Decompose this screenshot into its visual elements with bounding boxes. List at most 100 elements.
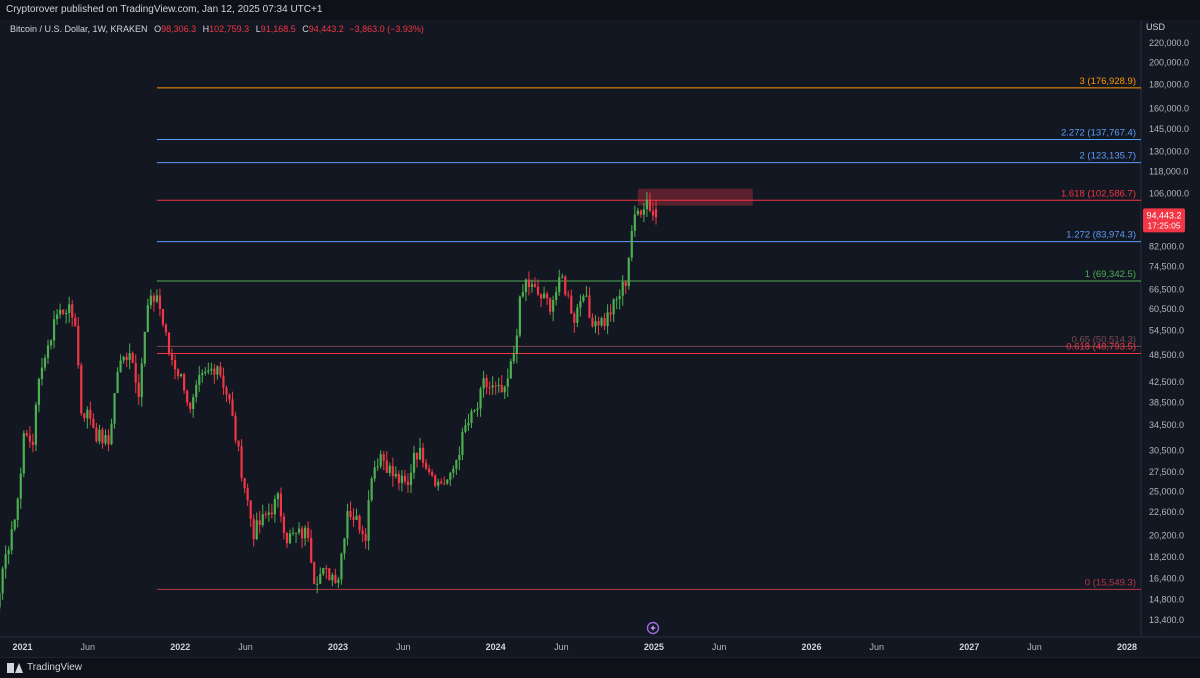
candle-body xyxy=(152,295,155,302)
candle-body xyxy=(482,378,485,389)
candle-body xyxy=(488,387,491,389)
candle-body xyxy=(68,304,71,314)
symbol-legend[interactable]: Bitcoin / U.S. Dollar, 1W, KRAKEN O98,30… xyxy=(10,24,424,34)
price-axis[interactable]: 220,000.0 200,000.0 180,000.0 160,000.0 145,… xyxy=(1149,38,1189,625)
candle-body xyxy=(521,292,525,297)
candle-body xyxy=(579,301,582,308)
price-tick-label: 27,500.0 xyxy=(1149,467,1184,477)
candle-body xyxy=(225,387,228,395)
candle-body xyxy=(297,528,301,533)
candle-body xyxy=(373,467,376,479)
candle-body xyxy=(40,367,44,379)
currency-label[interactable]: USD xyxy=(1146,22,1166,32)
candle-body xyxy=(1,568,4,594)
price-tick-label: 34,500.0 xyxy=(1149,420,1184,430)
time-axis[interactable]: Jun 2021 Jun 2022 Jun 2023 Jun 2024 Jun 2025 Jun 20… xyxy=(0,642,1137,652)
candle-body xyxy=(264,514,267,516)
resistance-zone[interactable] xyxy=(637,188,753,206)
candle-body xyxy=(186,390,189,403)
candle-body xyxy=(470,411,473,423)
candle-body xyxy=(234,415,237,441)
price-tick-label: 74,500.0 xyxy=(1149,261,1184,271)
time-tick-label: 2023 xyxy=(328,642,348,652)
candle-body xyxy=(31,441,34,445)
candle-body xyxy=(328,568,331,581)
candle-body xyxy=(195,384,198,398)
candle-body xyxy=(425,462,428,469)
candle-body xyxy=(352,517,355,520)
candle-body xyxy=(237,440,240,447)
candle-body xyxy=(536,286,540,295)
candle-body xyxy=(376,466,379,468)
candle-body xyxy=(216,366,219,375)
candle-body xyxy=(267,512,270,515)
candle-body xyxy=(385,460,388,473)
fib-level-label: 1.618 (102,586.7) xyxy=(1061,188,1136,199)
candle-body xyxy=(125,356,128,361)
candle-body xyxy=(609,312,612,315)
time-tick-label: 2024 xyxy=(486,642,506,652)
price-tick-label: 22,600.0 xyxy=(1149,507,1184,517)
candle-body xyxy=(158,295,162,310)
candle-body xyxy=(300,528,304,539)
event-marker-layer[interactable] xyxy=(646,621,660,635)
price-tick-label: 42,500.0 xyxy=(1149,377,1184,387)
candle-body xyxy=(74,317,77,326)
tradingview-logo[interactable]: TradingView xyxy=(7,662,82,673)
publish-bar: Cryptorover published on TradingView.com… xyxy=(0,0,1200,21)
fib-level-label: 1 (69,342.5) xyxy=(1085,269,1136,280)
candle-body xyxy=(222,375,225,388)
candle-body xyxy=(7,550,10,555)
candle-body xyxy=(95,427,98,442)
time-tick-label: Jun xyxy=(396,642,411,652)
chart-area[interactable]: 3 (176,928.9) 2.272 (137,767.4) 2 (123,135… xyxy=(0,20,1200,660)
candle-body xyxy=(621,281,624,296)
candle-body xyxy=(161,309,165,325)
candle-body xyxy=(343,538,346,554)
candle-body xyxy=(633,214,636,231)
time-tick-label: 2026 xyxy=(802,642,822,652)
time-tick-label: 2022 xyxy=(170,642,190,652)
candle-body xyxy=(391,465,394,477)
price-tick-label: 25,000.0 xyxy=(1149,486,1184,496)
price-tick-label: 200,000.0 xyxy=(1149,58,1189,68)
candle-body xyxy=(542,293,546,299)
candle-body xyxy=(415,452,419,460)
candle-body xyxy=(388,465,391,473)
time-tick-label: Jun xyxy=(1027,642,1042,652)
candle-body xyxy=(92,418,95,428)
candle-body xyxy=(310,537,313,563)
time-tick-label: Jun xyxy=(238,642,253,652)
candle-body xyxy=(192,397,195,410)
candle-body xyxy=(506,378,509,387)
candle-body xyxy=(122,356,125,361)
candle-body xyxy=(34,404,38,445)
candle-body xyxy=(98,429,101,442)
candle-body xyxy=(382,454,385,461)
price-tick-label: 16,400.0 xyxy=(1149,573,1184,583)
resistance-zone-layer xyxy=(637,188,753,206)
fib-level-label: 0.618 (48,793.5) xyxy=(1066,342,1136,353)
candle-body xyxy=(573,313,576,323)
candle-body xyxy=(164,324,168,333)
candle-body xyxy=(288,533,292,544)
candle-body xyxy=(627,257,630,286)
fib-level-label: 1.272 (83,974.3) xyxy=(1066,230,1136,241)
candle-body xyxy=(406,481,410,486)
candle-body xyxy=(134,362,137,383)
candle-body xyxy=(210,368,213,371)
candle-body xyxy=(618,295,621,300)
candle-body xyxy=(476,408,479,410)
candle-body xyxy=(606,312,609,326)
price-tick-label: 60,500.0 xyxy=(1149,304,1184,314)
fib-level-label: 0 (15,549.3) xyxy=(1085,577,1136,588)
candle-body xyxy=(10,529,13,551)
price-chart[interactable]: 3 (176,928.9) 2.272 (137,767.4) 2 (123,135… xyxy=(0,20,1200,660)
event-marker-icon[interactable] xyxy=(646,621,660,635)
candle-body xyxy=(113,393,116,424)
symbol-title: Bitcoin / U.S. Dollar, 1W, KRAKEN xyxy=(10,24,148,34)
candle-body xyxy=(71,304,74,318)
price-tick-label: 82,000.0 xyxy=(1149,241,1184,251)
candle-body xyxy=(334,574,337,583)
candle-body xyxy=(80,365,83,414)
